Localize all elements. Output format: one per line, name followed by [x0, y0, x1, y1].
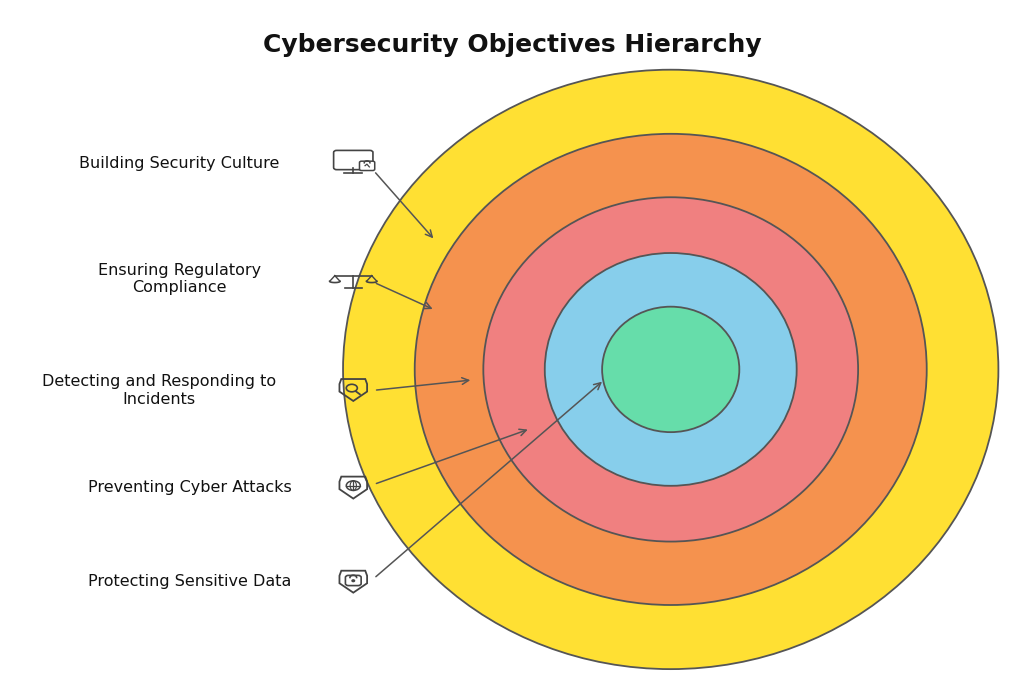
- Ellipse shape: [602, 307, 739, 432]
- Ellipse shape: [415, 134, 927, 605]
- Text: Protecting Sensitive Data: Protecting Sensitive Data: [88, 574, 291, 590]
- Text: Detecting and Responding to
Incidents: Detecting and Responding to Incidents: [42, 374, 275, 406]
- Circle shape: [352, 580, 354, 581]
- Text: Ensuring Regulatory
Compliance: Ensuring Regulatory Compliance: [97, 263, 261, 295]
- Text: Preventing Cyber Attacks: Preventing Cyber Attacks: [88, 480, 291, 496]
- Text: Cybersecurity Objectives Hierarchy: Cybersecurity Objectives Hierarchy: [263, 33, 761, 57]
- Ellipse shape: [545, 253, 797, 486]
- Ellipse shape: [343, 70, 998, 669]
- Ellipse shape: [483, 197, 858, 542]
- Text: Building Security Culture: Building Security Culture: [79, 156, 280, 171]
- FancyBboxPatch shape: [359, 161, 375, 171]
